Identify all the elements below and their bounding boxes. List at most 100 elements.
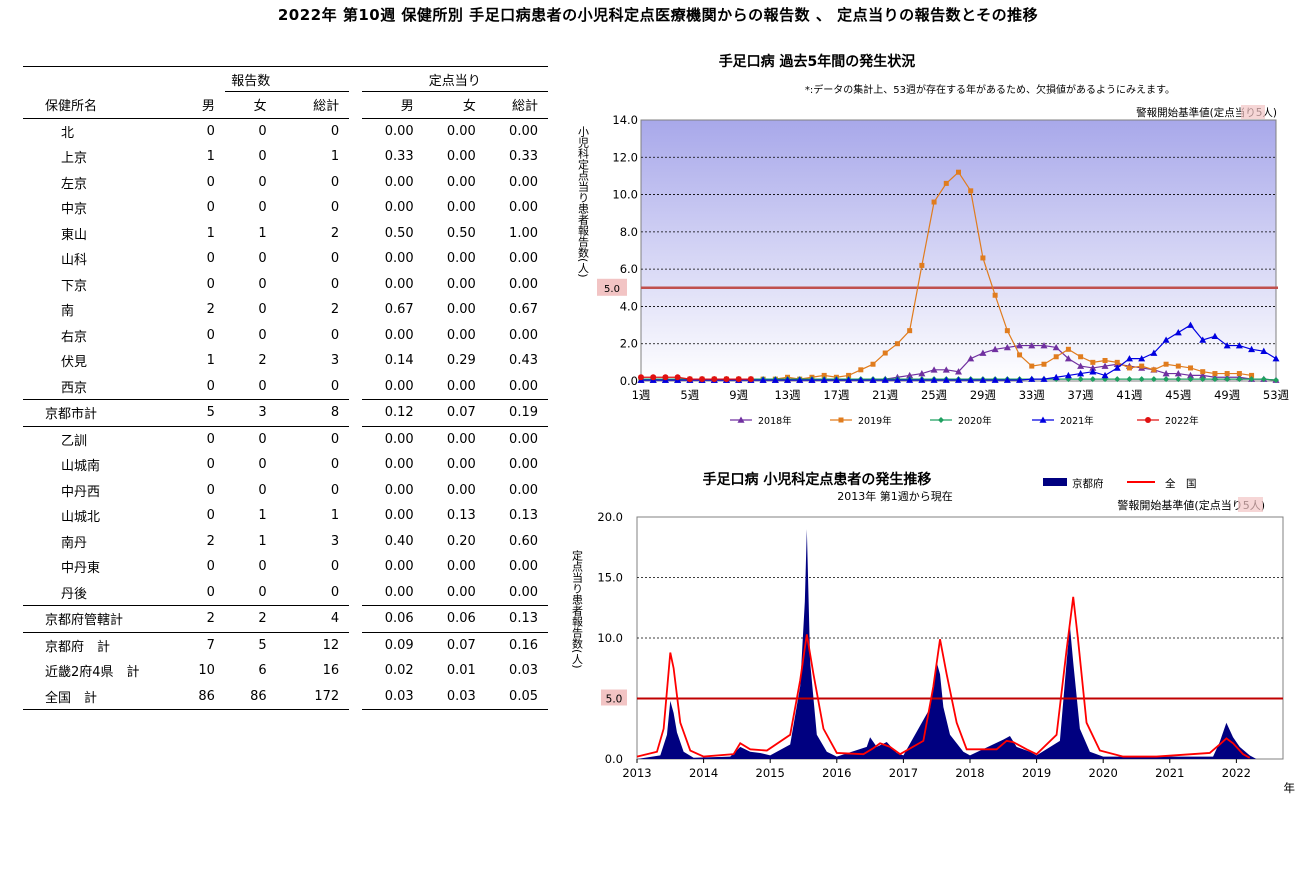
table-row: 京都市計 5 3 8 0.12 0.07 0.19 <box>23 399 548 427</box>
chart1-data-point <box>771 376 779 383</box>
cell-f: 0 <box>258 431 267 447</box>
chart1-data-point <box>882 350 888 356</box>
chart1-y-tick-label: 6.0 <box>620 262 638 276</box>
cell-t: 0 <box>330 457 340 473</box>
chart2-plot-area <box>636 516 1284 760</box>
chart1-data-point <box>1101 362 1109 369</box>
chart1-data-point <box>846 372 852 378</box>
cell-t: 0 <box>330 200 340 216</box>
cell-pm: 0.02 <box>384 663 414 679</box>
cell-m: 0 <box>178 579 225 606</box>
chart2-threshold-label-highlight <box>1238 497 1263 512</box>
chart2-x-tick-label: 2018 <box>955 766 984 780</box>
cell-pf: 0.20 <box>446 533 476 549</box>
row-name: 下京 <box>61 278 88 294</box>
chart1-legend-marker <box>737 416 745 423</box>
chart1-data-point <box>869 376 877 383</box>
cell-pt: 0.60 <box>509 533 538 549</box>
chart1-data-point <box>820 376 828 383</box>
chart1-x-tick-label: 5週 <box>680 388 699 402</box>
cell-pt: 0.00 <box>485 373 548 400</box>
column-header: 男 <box>361 91 424 119</box>
chart1-data-point <box>1211 332 1219 340</box>
chart1-legend-label: 2020年 <box>958 415 992 427</box>
chart1-x-tick-label: 41週 <box>1116 388 1143 402</box>
cell-pm: 0.00 <box>384 174 414 190</box>
chart1-data-point <box>1139 363 1145 369</box>
chart1-y-tick-label: 2.0 <box>620 337 638 351</box>
chart1-plot-area <box>640 119 1277 382</box>
cell-pt: 0.00 <box>509 123 538 139</box>
column-header: 総計 <box>485 91 548 119</box>
cell-t: 2 <box>330 302 340 318</box>
cell-f: 3 <box>224 399 277 427</box>
chart1-series-line <box>641 376 751 380</box>
table-row: 京都府管轄計 2 2 4 0.06 0.06 0.13 <box>23 605 548 633</box>
cell-pm: 0.00 <box>384 276 414 292</box>
table-row: 丹後 0 0 0 0.00 0.00 0.00 <box>23 579 548 606</box>
chart2-y-tick-label: 20.0 <box>597 510 623 524</box>
chart1-data-point <box>1003 343 1011 351</box>
page-title: 2022年 第10週 保健所別 手足口病患者の小児科定点医療機関からの報告数 、… <box>277 6 1039 24</box>
chart1-data-point <box>1150 376 1157 383</box>
chart1-data-point <box>893 376 901 383</box>
table-row: 中丹東 0 0 0 0.00 0.00 0.00 <box>23 554 548 580</box>
chart1-data-point <box>1126 365 1132 371</box>
chart1-data-point <box>943 180 949 186</box>
cell-pf: 0.00 <box>446 123 476 139</box>
chart1-data-point <box>906 376 914 383</box>
chart1-data-point <box>1175 363 1181 369</box>
chart1-threshold-tag: 5.0 <box>604 284 620 295</box>
chart-past-five-years: 手足口病 過去5年間の発生状況 *:データの集計上、53週が存在する年があるため… <box>577 53 1290 427</box>
row-name: 京都府管轄計 <box>23 605 179 633</box>
chart1-data-point <box>1004 328 1010 334</box>
table-row: 左京 0 0 0 0.00 0.00 0.00 <box>23 170 548 196</box>
chart1-data-point <box>686 376 693 383</box>
cell-f: 6 <box>258 663 267 679</box>
chart1-x-tick-label: 25週 <box>921 388 948 402</box>
cell-f: 1 <box>258 533 267 549</box>
chart1-data-point <box>735 376 742 383</box>
chart2-y-tick-label: 15.0 <box>597 571 623 585</box>
cell-pf: 0.00 <box>446 327 476 343</box>
cell-m: 1 <box>206 353 215 369</box>
chart1-legend-label: 2022年 <box>1165 415 1199 427</box>
chart1-data-point <box>942 366 950 373</box>
header-per-site-group: 定点当り <box>423 66 486 92</box>
chart1-data-point <box>1041 361 1047 367</box>
chart1-data-point <box>1114 359 1120 365</box>
cell-m: 0 <box>206 276 215 292</box>
cell-pf: 0.00 <box>446 302 476 318</box>
cell-pm: 0.00 <box>384 251 414 267</box>
chart1-data-point <box>930 376 938 383</box>
chart2-title: 手足口病 小児科定点患者の発生推移 <box>703 471 932 488</box>
chart2-x-tick-label: 2016 <box>822 766 851 780</box>
cell-pf: 0.00 <box>446 149 476 165</box>
chart1-data-point <box>711 376 718 383</box>
chart1-data-point <box>1138 355 1146 362</box>
cell-m: 1 <box>206 225 215 241</box>
chart1-data-point <box>1248 345 1256 353</box>
chart2-threshold-tag-bg <box>601 689 627 706</box>
cell-pt: 0.19 <box>485 399 548 427</box>
chart1-data-point <box>919 262 925 268</box>
chart2-legend-label: 京都府 <box>1072 477 1104 490</box>
chart1-data-point <box>1077 362 1085 369</box>
chart1-data-point <box>1065 346 1071 352</box>
cell-pt: 0.13 <box>485 605 548 633</box>
chart2-x-tick-label: 2022 <box>1222 766 1251 780</box>
table-row: 南 2 0 2 0.67 0.00 0.67 <box>23 297 548 323</box>
chart1-data-point <box>1077 376 1084 383</box>
chart1-data-point <box>967 355 975 362</box>
chart1-data-point <box>1162 370 1170 377</box>
cell-pf: 0.00 <box>423 373 486 400</box>
chart1-data-point <box>1078 354 1084 360</box>
chart1-data-point <box>1077 370 1085 377</box>
cell-t: 0 <box>330 482 340 498</box>
column-header: 保健所名 <box>23 91 179 119</box>
cell-pm: 0.03 <box>361 683 424 710</box>
cell-pm: 0.00 <box>384 508 414 524</box>
cell-m: 7 <box>178 631 225 658</box>
cell-pt: 0.00 <box>509 457 538 473</box>
chart1-data-point <box>1089 368 1097 375</box>
